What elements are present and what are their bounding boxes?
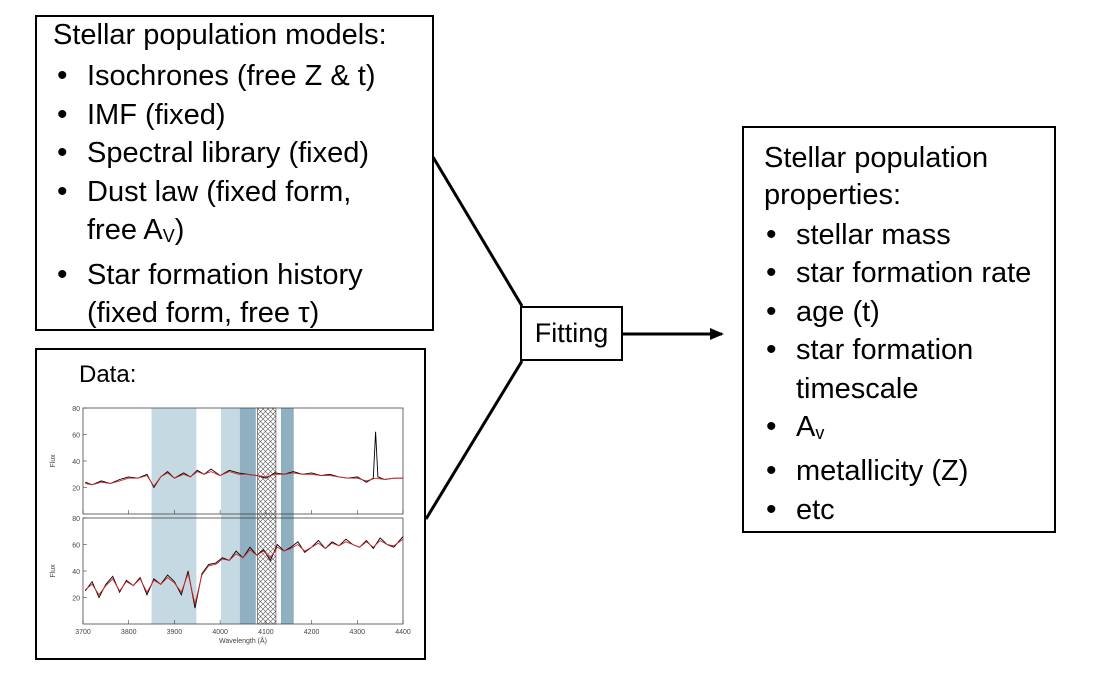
x-tick-label: 4100 [258,629,274,636]
x-axis-label: Wavelength (Å) [219,636,267,645]
x-tick-label: 3900 [167,629,183,636]
shaded-band [151,408,197,624]
y-tick-label: 80 [72,406,80,413]
list-item-continuation: (fixed form, free τ) [87,297,320,329]
y-tick-label: 80 [72,516,80,523]
connector-models-to-fitting [431,156,524,307]
y-axis-label: Flux [50,564,57,578]
data-box: Data: 20 40 60 80 Flux 20 40 60 80 Flux 3700 3800 39… [35,348,426,660]
list-item-continuation: timescale [796,372,919,405]
x-tick-label: 3700 [75,629,91,636]
properties-box: Stellar population properties: stellar m… [742,126,1056,533]
models-box: Stellar population models: Isochrones (f… [35,15,434,331]
y-tick-label: 20 [72,596,80,603]
list-item: IMF (fixed) [49,96,376,135]
spectrum-chart: 20 40 60 80 Flux 20 40 60 80 Flux 3700 3800 3900 4000… [50,406,411,645]
list-item: Spectral library (fixed) [49,134,376,173]
series-line [85,471,403,487]
x-tick-label: 4300 [349,629,365,636]
x-tick-label: 4400 [395,629,411,636]
list-item-continuation: free AV) [87,214,185,246]
fitting-box: Fitting [520,306,623,361]
properties-list: stellar mass star formation rate age (t)… [758,216,1031,530]
list-item: metallicity (Z) [758,452,1031,491]
x-tick-label: 4000 [212,629,228,636]
shaded-band [221,408,240,624]
y-tick-label: 40 [72,459,80,466]
shaded-band [239,408,256,624]
connector-data-to-fitting [424,360,524,520]
models-title: Stellar population models: [53,19,387,51]
list-item: Av [758,408,1031,452]
data-title: Data: [79,361,137,388]
series-line [85,538,404,605]
shaded-band [257,407,277,625]
properties-title: Stellar population properties: [764,142,989,211]
list-item: Isochrones (free Z & t) [49,57,376,96]
fitting-label: Fitting [534,318,609,348]
list-item: Star formation history (fixed form, free… [49,256,376,333]
list-item: star formation rate [758,254,1031,293]
x-tick-label: 4200 [304,629,320,636]
list-item: star formation timescale [758,331,1031,408]
models-list: Isochrones (free Z & t) IMF (fixed) Spec… [49,57,376,333]
list-item: Dust law (fixed form, free AV) [49,173,376,256]
y-tick-label: 60 [72,543,80,550]
y-tick-label: 20 [72,486,80,493]
x-tick-label: 3800 [121,629,137,636]
y-tick-label: 40 [72,569,80,576]
list-item: age (t) [758,293,1031,332]
shaded-band [280,408,294,624]
list-item: stellar mass [758,216,1031,255]
list-item: etc [758,491,1031,530]
y-tick-label: 60 [72,433,80,440]
y-axis-label: Flux [50,454,57,468]
